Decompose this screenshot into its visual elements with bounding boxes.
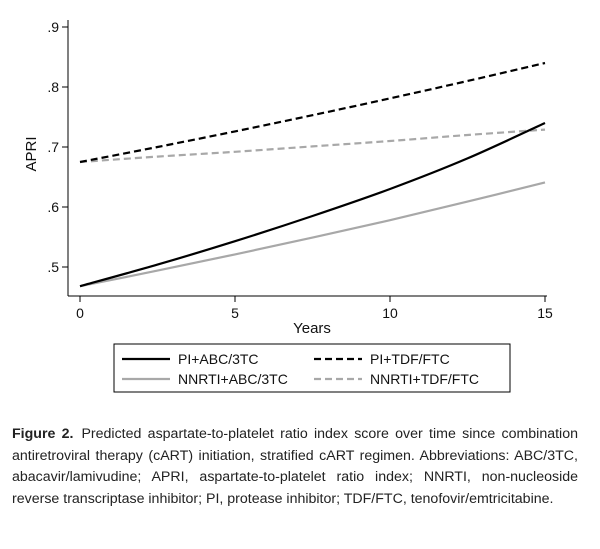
series-line-nnrti-abc-3tc xyxy=(79,181,546,288)
legend-label-nnrti-abc-3tc: NNRTI+ABC/3TC xyxy=(178,371,288,387)
x-axis-title: Years xyxy=(293,320,331,337)
figure-caption: Figure 2. Predicted aspartate-to-platelet… xyxy=(12,424,578,510)
x-tick-label: 10 xyxy=(382,305,398,321)
series-line-nnrti-tdf-ftc xyxy=(79,128,546,164)
caption-text: Predicted aspartate-to-platelet ratio in… xyxy=(12,426,578,507)
series-line-pi-abc-3tc xyxy=(79,121,546,288)
figure-label: Figure 2. xyxy=(12,426,74,442)
y-tick-label: .8 xyxy=(47,79,59,95)
y-tick-label: .5 xyxy=(47,259,59,275)
apri-line-chart: .5.6.7.8.90 5 10 15 Years APRI PI+ABC/3TC PI… xyxy=(23,19,553,393)
x-tick-label: 15 xyxy=(537,305,553,321)
x-tick-label: 0 xyxy=(76,305,84,321)
plot-area: .5 .6 .7 .8 .9 0 5 10 15 xyxy=(47,19,553,321)
legend-box xyxy=(113,343,511,393)
y-tick-label: .7 xyxy=(47,139,59,155)
legend: PI+ABC/3TC PI+TDF/FTC NNRTI+ABC/3TC NNRTI+T… xyxy=(113,343,511,393)
y-tick-label: .9 xyxy=(47,19,59,35)
legend-label-pi-abc-3tc: PI+ABC/3TC xyxy=(178,351,259,367)
series-line-pi-tdf-ftc xyxy=(79,61,546,164)
y-tick-label: .6 xyxy=(47,199,59,215)
legend-label-nnrti-tdf-ftc: NNRTI+TDF/FTC xyxy=(370,371,479,387)
legend-label-pi-tdf-ftc: PI+TDF/FTC xyxy=(370,351,450,367)
y-axis-title: APRI xyxy=(23,136,40,171)
x-tick-label: 5 xyxy=(231,305,239,321)
